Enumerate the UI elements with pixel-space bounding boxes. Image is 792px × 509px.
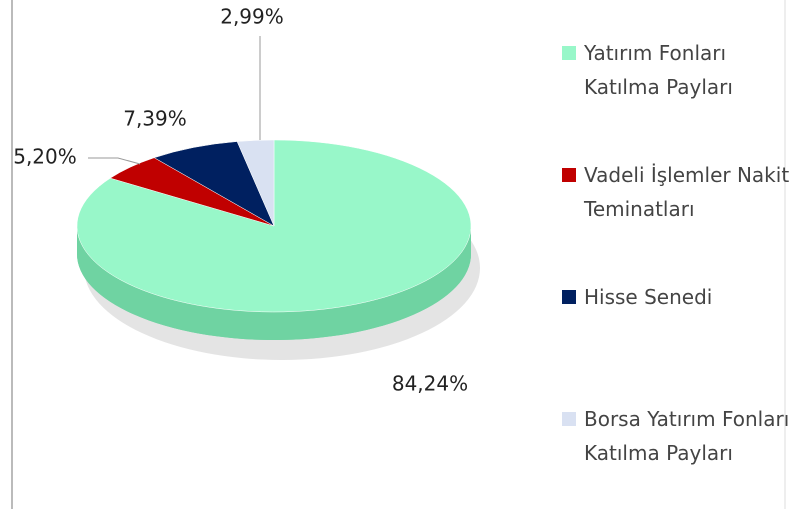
legend-item: Hisse Senedi bbox=[562, 280, 790, 314]
data-label: 5,20% bbox=[13, 145, 77, 169]
legend-label: Yatırım Fonları Katılma Payları bbox=[584, 41, 733, 99]
data-label: 2,99% bbox=[220, 5, 284, 29]
legend-swatch bbox=[562, 290, 576, 304]
legend-swatch bbox=[562, 46, 576, 60]
legend-label: Borsa Yatırım Fonları Katılma Payları bbox=[584, 407, 790, 465]
pie bbox=[76, 139, 472, 340]
leader-line bbox=[88, 157, 141, 165]
legend-item: Yatırım Fonları Katılma Payları bbox=[562, 36, 790, 104]
legend-label: Hisse Senedi bbox=[584, 285, 713, 309]
legend-item: Vadeli İşlemler Nakit Teminatları bbox=[562, 158, 790, 226]
pie-slice bbox=[236, 139, 275, 227]
legend-swatch bbox=[562, 168, 576, 182]
legend-label: Vadeli İşlemler Nakit Teminatları bbox=[584, 163, 790, 221]
legend-swatch bbox=[562, 412, 576, 426]
legend-item: Borsa Yatırım Fonları Katılma Payları bbox=[562, 402, 790, 470]
data-label: 7,39% bbox=[123, 107, 187, 131]
data-label: 84,24% bbox=[392, 372, 468, 396]
pie-slice bbox=[76, 139, 472, 313]
